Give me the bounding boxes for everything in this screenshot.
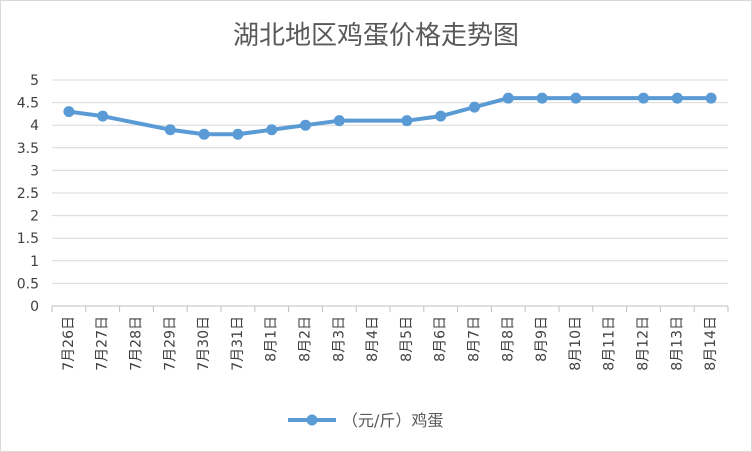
- y-tick-label-1: 0.5: [17, 276, 39, 292]
- data-point-8: [401, 115, 413, 127]
- x-tick-label-3: 7月29日: [162, 316, 178, 371]
- x-tick-label-4: 7月30日: [196, 316, 212, 371]
- data-point-2: [164, 124, 176, 136]
- x-tick-label-11: 8月6日: [433, 316, 449, 362]
- x-tick-label-14: 8月9日: [534, 316, 550, 362]
- chart-title: 湖北地区鸡蛋价格走势图: [233, 21, 519, 51]
- x-tick-label-10: 8月5日: [399, 316, 415, 362]
- grid-layer: [52, 79, 728, 284]
- legend-point-marker: [306, 414, 318, 426]
- data-point-11: [502, 92, 514, 104]
- x-tick-label-19: 8月14日: [703, 316, 719, 371]
- data-point-14: [638, 92, 649, 104]
- x-tick-label-8: 8月3日: [331, 316, 347, 362]
- data-point-5: [266, 124, 278, 136]
- x-tick-label-6: 8月1日: [264, 316, 280, 362]
- data-point-13: [570, 92, 582, 104]
- data-point-10: [469, 101, 480, 113]
- data-point-12: [536, 92, 548, 104]
- x-tick-label-1: 7月27日: [95, 316, 111, 371]
- x-tick-label-12: 8月7日: [467, 316, 483, 362]
- y-tick-label-5: 2.5: [17, 186, 39, 202]
- x-tick-label-17: 8月12日: [636, 316, 652, 371]
- legend-label: （元/斤）鸡蛋: [342, 411, 443, 430]
- y-tick-label-4: 2: [30, 209, 39, 225]
- data-point-6: [300, 119, 311, 131]
- legend: （元/斤）鸡蛋: [288, 411, 443, 430]
- data-point-1: [97, 110, 109, 122]
- x-tick-label-2: 7月28日: [129, 316, 145, 371]
- x-tick-label-18: 8月13日: [669, 316, 685, 371]
- data-point-16: [705, 92, 717, 104]
- y-tick-label-6: 3: [30, 163, 39, 179]
- axis-layer: 0 0.5 1 1.5 2 2.5 3 3.5 4 4.5 5 7月26日 7月27日 7月28日 7月29…: [17, 73, 729, 371]
- data-point-7: [333, 115, 345, 127]
- y-tick-label-7: 3.5: [17, 141, 39, 157]
- data-point-0: [63, 106, 75, 118]
- series-layer: [63, 92, 717, 140]
- data-point-9: [435, 110, 447, 122]
- x-tick-label-5: 7月31日: [230, 316, 246, 371]
- x-tick-label-9: 8月4日: [365, 316, 381, 362]
- x-tick-label-13: 8月8日: [500, 316, 516, 362]
- x-tick-label-16: 8月11日: [602, 316, 618, 371]
- x-tick-label-7: 8月2日: [298, 316, 314, 362]
- data-point-3: [198, 128, 210, 140]
- y-tick-label-8: 4: [30, 118, 39, 134]
- y-tick-label-2: 1: [30, 254, 39, 270]
- y-tick-label-10: 5: [30, 73, 39, 89]
- y-tick-label-3: 1.5: [17, 231, 39, 247]
- data-point-4: [232, 128, 244, 140]
- y-tick-label-9: 4.5: [17, 96, 39, 112]
- x-tick-label-15: 8月10日: [568, 316, 584, 371]
- data-point-15: [671, 92, 683, 104]
- x-tick-label-0: 7月26日: [61, 316, 77, 371]
- y-tick-label-0: 0: [30, 299, 39, 315]
